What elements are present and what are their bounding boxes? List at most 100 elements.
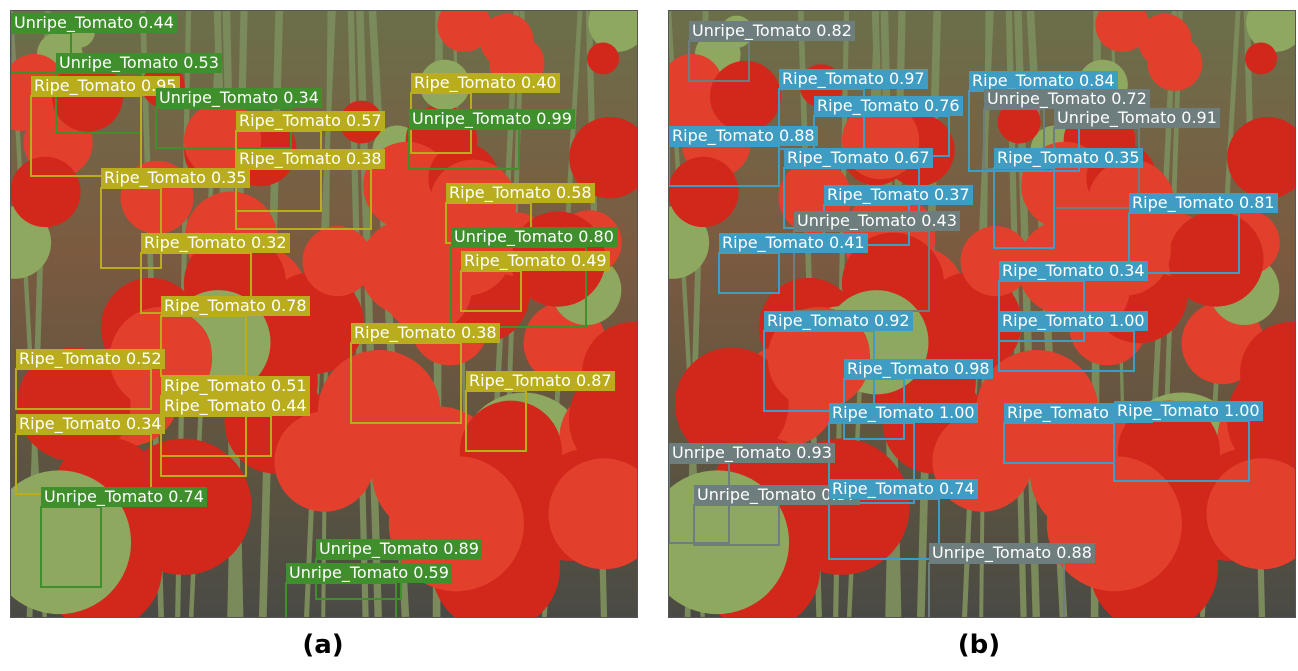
bounding-box (688, 40, 750, 82)
detection-label: Ripe_Tomato 0.92 (764, 311, 913, 331)
detection-label: Ripe_Tomato 0.78 (161, 296, 310, 316)
detection-label: Unripe_Tomato 0.72 (984, 89, 1150, 109)
bounding-box (100, 187, 162, 269)
tomato (569, 116, 637, 199)
detection-label: Ripe_Tomato 0.35 (101, 168, 250, 188)
tomato (997, 100, 1041, 144)
tomato (1147, 35, 1203, 91)
detection-label: Ripe_Tomato 0.38 (351, 323, 500, 343)
bounding-box (828, 498, 940, 560)
tomato (1206, 458, 1295, 570)
detection-label: Unripe_Tomato 0.80 (451, 227, 617, 247)
detection-label: Ripe_Tomato 0.51 (161, 376, 310, 396)
bounding-box (350, 342, 462, 424)
tomato (1227, 116, 1295, 199)
detection-label: Ripe_Tomato 0.44 (161, 396, 310, 416)
bounding-box (693, 504, 780, 546)
bounding-box (15, 368, 152, 410)
tomato (1077, 202, 1171, 296)
detection-label: Ripe_Tomato 0.49 (461, 251, 610, 271)
detection-label: Unripe_Tomato 0.88 (929, 543, 1095, 563)
tomato (1246, 11, 1295, 52)
tomato (302, 226, 373, 297)
bounding-box (450, 246, 587, 328)
tomato (674, 347, 789, 462)
detection-label: Ripe_Tomato 0.38 (236, 149, 385, 169)
detection-label: Unripe_Tomato 0.74 (41, 487, 207, 507)
tomato (437, 11, 492, 52)
bounding-box (828, 422, 915, 504)
tomato (363, 141, 451, 230)
tomato (709, 60, 781, 132)
detection-label: Unripe_Tomato 0.59 (286, 563, 452, 583)
detection-label: Ripe_Tomato 0.37 (824, 185, 973, 205)
bounding-box (1113, 420, 1250, 482)
tomato (1245, 42, 1278, 75)
detection-label: Unripe_Tomato 0.89 (316, 539, 482, 559)
detection-label: Unripe_Tomato 0.44 (11, 13, 177, 33)
tomato (11, 156, 81, 228)
detection-label: Ripe_Tomato 0.76 (814, 96, 963, 116)
tomato (1168, 211, 1264, 307)
detection-label: Ripe_Tomato 0.32 (141, 233, 290, 253)
detection-label: Ripe_Tomato 0.58 (446, 183, 595, 203)
tomato (1095, 11, 1150, 52)
bounding-box (669, 145, 780, 187)
detection-label: Ripe_Tomato 0.41 (719, 233, 868, 253)
detection-label: Ripe_Tomato 0.67 (784, 148, 933, 168)
detection-label: Unripe_Tomato 0.93 (669, 443, 835, 463)
detection-label: Ripe_Tomato 0.52 (16, 349, 165, 369)
detection-label: Ripe_Tomato 0.40 (411, 73, 560, 93)
bounding-box (718, 252, 780, 294)
detection-label: Ripe_Tomato 0.98 (844, 359, 993, 379)
tomato (548, 458, 637, 570)
tomato (419, 202, 513, 296)
detection-label: Ripe_Tomato 0.57 (236, 111, 385, 131)
bounding-box (928, 562, 1065, 617)
bounding-box (285, 582, 397, 617)
detection-label: Ripe_Tomato 0.95 (31, 76, 180, 96)
bounding-box (30, 95, 142, 177)
bounding-box (465, 390, 527, 452)
tomato (669, 87, 701, 132)
tomato (588, 11, 637, 52)
detection-label: Ripe_Tomato 1.00 (1114, 401, 1263, 421)
image-panel: Unripe_Tomato 0.82 Ripe_Tomato 0.97 Ripe_T… (668, 10, 1296, 618)
bounding-box (1128, 212, 1240, 274)
detection-label: Unripe_Tomato 0.53 (56, 53, 222, 73)
detection-label: Unripe_Tomato 0.99 (409, 109, 575, 129)
detection-label: Ripe_Tomato 0.87 (466, 371, 615, 391)
detection-label: Ripe_Tomato 1.00 (999, 311, 1148, 331)
detection-label: Unripe_Tomato 0.43 (794, 211, 960, 231)
bounding-box (235, 168, 372, 230)
tomato (274, 411, 375, 512)
detection-label: Unripe_Tomato 0.34 (156, 88, 322, 108)
caption: (a) (302, 630, 344, 660)
tomato (587, 42, 620, 75)
photo (669, 11, 1295, 617)
detection-label: Unripe_Tomato 0.91 (1054, 108, 1220, 128)
bounding-box (40, 506, 102, 588)
detection-label: Unripe_Tomato 0.82 (689, 21, 855, 41)
bounding-box (160, 415, 272, 457)
tomato (669, 156, 739, 228)
detection-label: Unripe_Tomato 0.37 (694, 485, 860, 505)
detection-label: Ripe_Tomato 0.84 (969, 71, 1118, 91)
image-panel: Unripe_Tomato 0.44 Unripe_Tomato 0.53 Ripe… (10, 10, 638, 618)
bounding-box (993, 167, 1055, 249)
caption: (b) (957, 630, 1001, 660)
detection-label: Ripe_Tomato 0.88 (669, 126, 818, 146)
tomato (11, 87, 43, 132)
detection-label: Ripe_Tomato 0.81 (1129, 193, 1278, 213)
detection-label: Ripe_Tomato 0.34 (16, 414, 165, 434)
bounding-box (998, 330, 1135, 372)
detection-label: Ripe_Tomato 0.35 (994, 148, 1143, 168)
detection-label: Ripe_Tomato 1.00 (829, 403, 978, 423)
detection-label: Ripe_Tomato 0.34 (999, 261, 1148, 281)
detection-label: Ripe_Tomato 0.74 (829, 479, 978, 499)
detection-label: Ripe_Tomato 0.97 (779, 69, 928, 89)
bounding-box (408, 128, 520, 170)
bounding-box (460, 270, 522, 312)
photo (11, 11, 637, 617)
